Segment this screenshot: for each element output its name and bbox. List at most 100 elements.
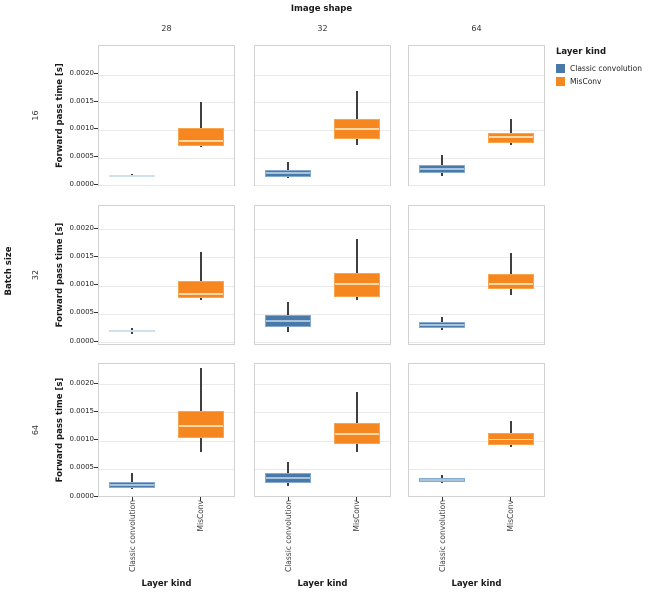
gridline bbox=[255, 102, 390, 104]
x-tick-label: Classic convolution bbox=[283, 500, 293, 573]
gridline bbox=[409, 229, 544, 230]
median-line bbox=[334, 432, 379, 435]
y-tick-label: 0.0015 bbox=[69, 251, 95, 260]
y-tick-mark bbox=[94, 312, 98, 314]
gridline bbox=[409, 74, 544, 76]
box-whisker bbox=[199, 367, 202, 452]
median-line bbox=[334, 283, 379, 285]
y-tick-label: 0.0010 bbox=[69, 124, 95, 133]
y-tick-mark bbox=[94, 255, 98, 257]
median-line bbox=[420, 324, 465, 327]
y-tick-mark bbox=[94, 382, 98, 384]
gridline bbox=[409, 342, 544, 343]
x-tick-label: MisConv bbox=[352, 500, 362, 532]
y-tick-mark bbox=[94, 183, 98, 185]
gridline bbox=[255, 129, 390, 131]
box-whisker bbox=[199, 101, 202, 148]
gridline bbox=[409, 285, 544, 287]
y-tick-mark bbox=[94, 410, 98, 412]
y-tick-label: 0.0015 bbox=[69, 96, 95, 105]
gridline bbox=[255, 313, 390, 315]
y-tick-label: 0.0000 bbox=[69, 491, 95, 500]
y-tick-mark bbox=[94, 156, 98, 158]
x-axis-title: Layer kind bbox=[297, 579, 348, 589]
median-line bbox=[178, 293, 223, 295]
gridline bbox=[409, 129, 544, 131]
y-tick-mark bbox=[94, 73, 98, 74]
x-tick-mark bbox=[510, 497, 512, 501]
y-tick-label: 0.0010 bbox=[69, 280, 95, 288]
col-facet-label: 28 bbox=[161, 24, 172, 33]
gridline bbox=[255, 229, 390, 230]
median-line bbox=[266, 477, 311, 479]
gridline bbox=[255, 157, 390, 159]
legend-swatch-icon bbox=[556, 77, 565, 86]
y-tick-label: 0.0000 bbox=[69, 179, 95, 188]
box bbox=[177, 281, 224, 299]
gridline bbox=[99, 313, 234, 315]
gridline bbox=[255, 384, 390, 385]
gridline bbox=[255, 74, 390, 76]
y-tick-mark bbox=[94, 495, 98, 497]
col-facet-label: 64 bbox=[471, 24, 482, 33]
y-axis-title: Forward pass time [s] bbox=[55, 377, 65, 483]
y-tick-mark bbox=[94, 284, 98, 285]
gridline bbox=[255, 468, 390, 470]
facet-panel bbox=[408, 363, 545, 497]
gridline bbox=[409, 102, 544, 104]
facet-panel bbox=[408, 45, 545, 187]
gridline bbox=[255, 412, 390, 414]
median-line bbox=[266, 172, 311, 175]
y-tick-label: 0.0020 bbox=[69, 223, 95, 232]
median-line bbox=[178, 425, 223, 427]
median-line bbox=[420, 167, 465, 170]
x-tick-mark bbox=[356, 497, 358, 501]
row-facet-title: Batch size bbox=[4, 246, 14, 296]
gridline bbox=[255, 285, 390, 287]
gridline bbox=[99, 257, 234, 259]
row-facet-label: 32 bbox=[31, 269, 40, 281]
box-whisker bbox=[131, 473, 134, 489]
gridline bbox=[99, 384, 234, 385]
y-axis-title: Forward pass time [s] bbox=[55, 222, 65, 328]
y-axis-title: Forward pass time [s] bbox=[55, 63, 65, 168]
median-line bbox=[266, 320, 311, 323]
gridline bbox=[99, 229, 234, 230]
box bbox=[487, 273, 534, 289]
y-tick-label: 0.0005 bbox=[69, 463, 95, 472]
x-axis-title: Layer kind bbox=[141, 579, 192, 589]
figure-title: Image shape bbox=[290, 4, 353, 14]
y-tick-mark bbox=[94, 100, 98, 102]
gridline bbox=[409, 257, 544, 259]
x-axis-title: Layer kind bbox=[451, 579, 502, 589]
gridline bbox=[255, 257, 390, 259]
x-tick-label: Classic convolution bbox=[437, 500, 447, 573]
row-facet-label: 16 bbox=[31, 110, 40, 121]
facet-panel bbox=[98, 205, 235, 345]
gridline bbox=[99, 342, 234, 343]
y-tick-mark bbox=[94, 340, 98, 342]
x-tick-label: Classic convolution bbox=[127, 500, 137, 573]
gridline bbox=[99, 74, 234, 76]
legend-item-label: MisConv bbox=[570, 77, 602, 86]
x-tick-label: MisConv bbox=[196, 500, 206, 532]
facet-panel bbox=[254, 363, 391, 497]
gridline bbox=[409, 157, 544, 159]
gridline bbox=[255, 185, 390, 187]
row-facet-label: 64 bbox=[31, 424, 40, 436]
median-line bbox=[334, 128, 379, 130]
gridline bbox=[99, 129, 234, 131]
gridline bbox=[409, 313, 544, 315]
gridline bbox=[99, 440, 234, 442]
gridline bbox=[99, 157, 234, 159]
x-tick-mark bbox=[131, 497, 133, 501]
box-whisker bbox=[355, 238, 358, 300]
gridline bbox=[99, 102, 234, 104]
facet-panel bbox=[98, 45, 235, 187]
median-line bbox=[488, 438, 533, 441]
y-tick-label: 0.0020 bbox=[69, 69, 95, 77]
gridline bbox=[409, 412, 544, 414]
gridline bbox=[409, 384, 544, 385]
median-line bbox=[488, 283, 533, 285]
